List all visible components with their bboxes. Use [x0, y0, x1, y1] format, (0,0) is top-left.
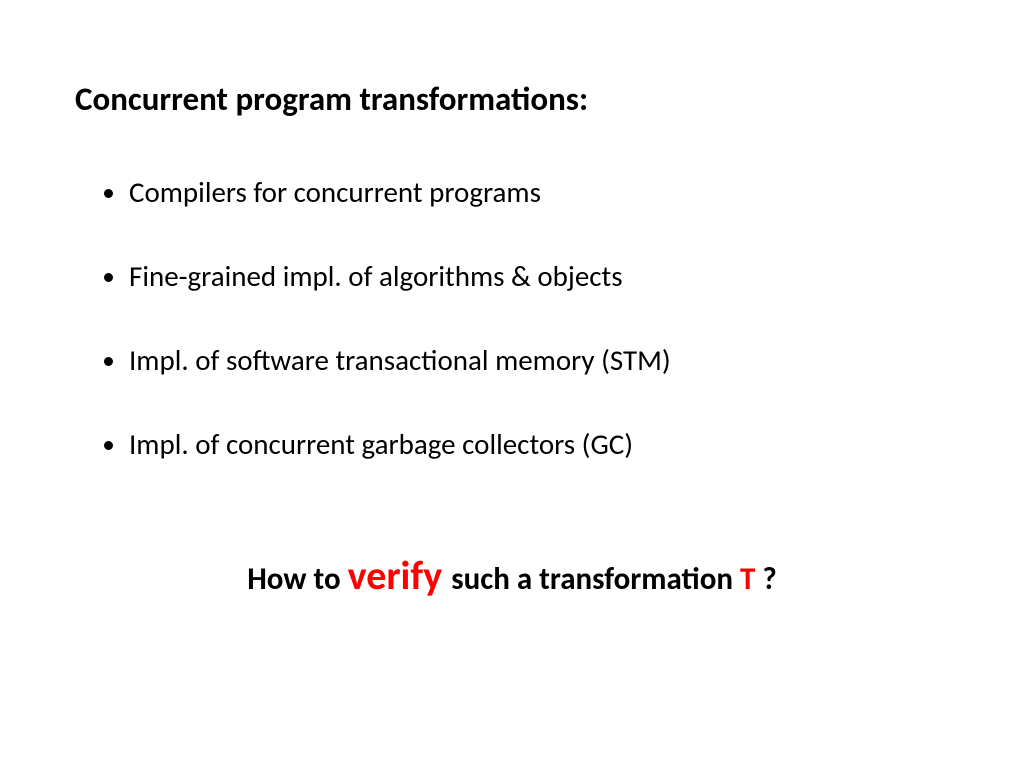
question-text: such a transformation	[451, 560, 740, 598]
bullet-item: Impl. of concurrent garbage collectors (…	[129, 426, 949, 462]
bullet-item: Fine-grained impl. of algorithms & objec…	[129, 258, 949, 294]
question-text: How to	[247, 560, 347, 598]
question-text: ?	[755, 560, 776, 598]
bullet-list: Compilers for concurrent programs Fine-g…	[75, 174, 949, 463]
bullet-item: Compilers for concurrent programs	[129, 174, 949, 210]
question-line: How to verify such a transformation T ?	[75, 551, 949, 600]
slide-title: Concurrent program transformations:	[75, 80, 949, 120]
question-verify-word: verify	[348, 551, 452, 600]
bullet-item: Impl. of software transactional memory (…	[129, 342, 949, 378]
question-t-symbol: T	[740, 560, 755, 598]
slide: Concurrent program transformations: Comp…	[0, 0, 1024, 768]
